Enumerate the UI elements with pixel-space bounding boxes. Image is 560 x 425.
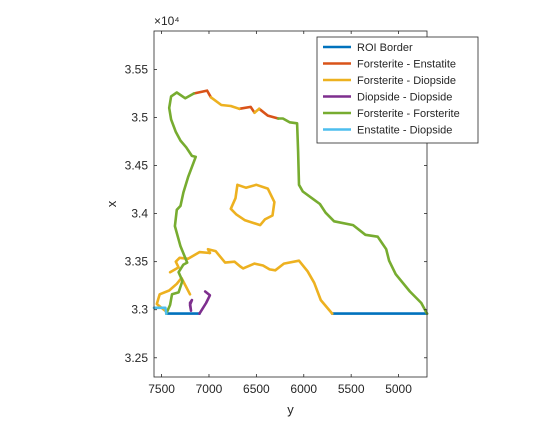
legend-entry-6: Enstatite - Diopside [357,125,452,137]
series-line-3-seg-1 [209,96,241,111]
series-line-4-seg-2 [188,298,194,312]
series-line-3-seg-4 [168,250,212,274]
x-axis-label: y [287,402,294,417]
series-line-3-seg-5 [229,183,276,227]
x-tick-label: 6000 [290,382,317,396]
legend-entry-4: Diopside - Diopside [357,92,452,104]
series-line-2-seg-1 [192,89,213,99]
x-tick-label: 5500 [338,382,365,396]
series-line-2-seg-3 [257,107,280,120]
legend-entry-1: ROI Border [357,42,413,54]
y-axis-label: x [104,200,119,207]
series-line-4-seg-1 [198,290,212,315]
legend-entry-5: Forsterite - Forsterite [357,108,460,120]
x-tick-label: 7500 [148,382,175,396]
series-line-5-seg-2 [276,117,429,315]
axes-frame [153,30,428,378]
y-tick-label: 3.4 [131,207,148,221]
legend-entry-2: Forsterite - Enstatite [357,59,456,71]
x-tick-label: 5000 [385,382,412,396]
series-layer [152,89,429,315]
series-line-3-seg-2 [253,107,261,114]
series-line-2-seg-2 [238,105,256,114]
legend-box [316,36,479,144]
x-tick-label: 6500 [243,382,270,396]
legend: ROI Border Forsterite - Enstatite Forsteri… [316,36,479,144]
y-tick-label: 3.35 [125,255,149,269]
series-line-5-seg-1 [165,91,197,315]
y-tick-label: 3.5 [131,111,148,125]
series-line-3-seg-3 [206,247,334,315]
y-tick-label: 3.55 [125,62,149,76]
series-line-6-seg-1 [152,306,168,315]
y-tick-label: 3.3 [131,303,148,317]
x-tick-label: 7000 [196,382,223,396]
y-exponent-label: ×10⁴ [154,14,180,28]
y-tick-label: 3.25 [125,351,149,365]
y-tick-label: 3.45 [125,159,149,173]
legend-entry-3: Forsterite - Diopside [357,75,456,87]
tick-layer: 7500 7000 6500 6000 5500 5000 3.25 3.3 3.35 3.4 3.… [125,31,427,396]
